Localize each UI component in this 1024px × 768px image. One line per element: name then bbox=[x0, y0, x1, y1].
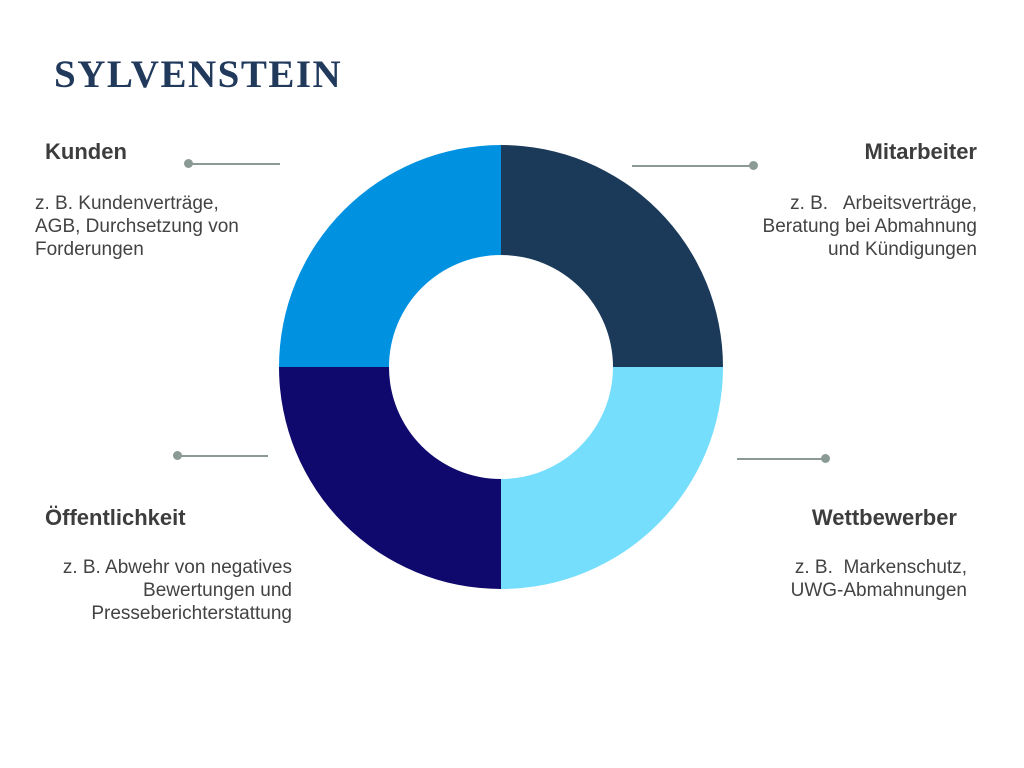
callout-desc-wettbewerber: z. B. Markenschutz, UWG-Abmahnungen bbox=[790, 557, 967, 601]
connector-line-wettbewerber bbox=[737, 458, 826, 460]
callout-desc-mitarbeiter: z. B. Arbeitsverträge, Beratung bei Abma… bbox=[762, 193, 977, 260]
donut-segment-oeffentlichkeit bbox=[279, 367, 501, 589]
callout-desc-kunden: z. B. Kundenverträge, AGB, Durchsetzung … bbox=[35, 193, 239, 260]
connector-line-kunden bbox=[189, 163, 280, 165]
callout-label-wettbewerber: Wettbewerber bbox=[811, 505, 957, 530]
callout-label-kunden: Kunden bbox=[45, 139, 127, 164]
connector-dot-oeffentlichkeit bbox=[173, 451, 182, 460]
callout-label-oeffentlichkeit: Öffentlichkeit bbox=[45, 505, 186, 530]
connector-line-mitarbeiter bbox=[632, 165, 754, 167]
donut-segment-wettbewerber bbox=[501, 367, 723, 589]
connector-dot-wettbewerber bbox=[821, 454, 830, 463]
connector-line-oeffentlichkeit bbox=[178, 455, 268, 457]
connector-dot-kunden bbox=[184, 159, 193, 168]
donut-chart bbox=[279, 145, 723, 589]
donut-segment-mitarbeiter bbox=[501, 145, 723, 367]
callout-label-mitarbeiter: Mitarbeiter bbox=[864, 139, 977, 164]
brand-logo: SYLVENSTEIN bbox=[54, 53, 343, 96]
callout-desc-oeffentlichkeit: z. B. Abwehr von negatives Bewertungen u… bbox=[62, 557, 292, 624]
donut-segment-kunden bbox=[279, 145, 501, 367]
connector-dot-mitarbeiter bbox=[749, 161, 758, 170]
